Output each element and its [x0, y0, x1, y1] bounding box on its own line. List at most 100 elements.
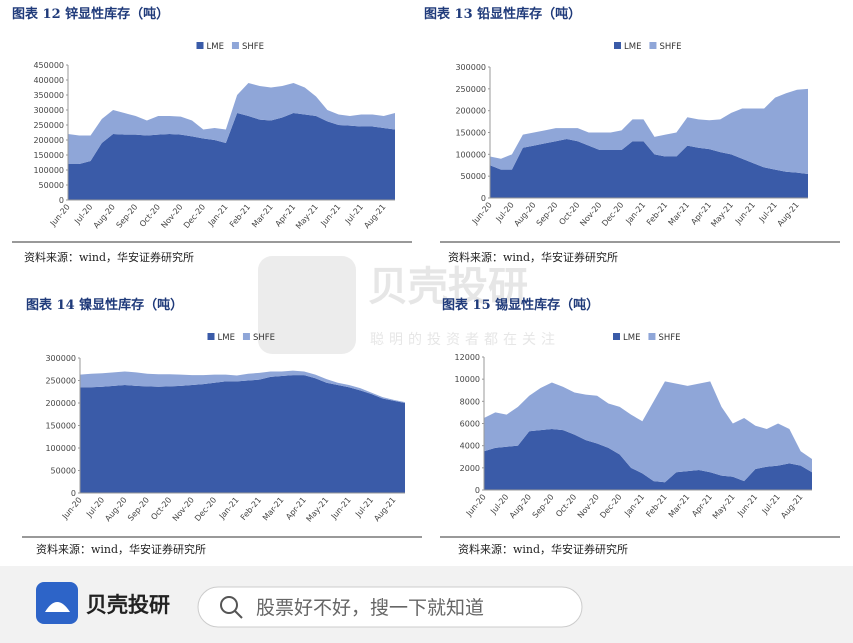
legend-swatch: [649, 42, 657, 49]
y-tick-label: 4000: [460, 442, 480, 451]
legend-label: SHFE: [242, 42, 264, 52]
search-icon: [220, 596, 238, 614]
x-tick-label: Feb-21: [228, 202, 252, 229]
y-tick-label: 250000: [455, 85, 486, 94]
x-tick-label: Dec-20: [182, 202, 207, 230]
y-tick-label: 400000: [33, 76, 64, 85]
legend-label: SHFE: [659, 42, 681, 52]
x-tick-label: Nov-20: [576, 492, 601, 520]
x-tick-label: Jun-21: [318, 202, 342, 228]
x-tick-label: Oct-20: [149, 495, 173, 521]
x-tick-label: Feb-21: [644, 492, 668, 519]
x-tick-label: Feb-21: [239, 495, 263, 522]
x-tick-label: Sep-20: [535, 200, 560, 227]
y-tick-label: 200000: [45, 399, 76, 408]
x-tick-label: May-21: [709, 200, 735, 228]
watermark: 贝壳投研 聪明的投资者都在关注: [258, 256, 560, 354]
y-tick-label: 50000: [461, 172, 486, 181]
x-tick-label: Aug-21: [779, 492, 804, 520]
legend-label: LME: [207, 42, 224, 52]
y-tick-label: 200000: [455, 107, 486, 116]
y-tick-label: 50000: [51, 467, 76, 476]
area: [80, 375, 405, 493]
y-tick-label: 12000: [455, 353, 480, 362]
y-tick-label: 200000: [33, 136, 64, 145]
watermark-slogan: 聪明的投资者都在关注: [370, 332, 560, 348]
source: 资料来源：wind，华安证券研究所: [36, 542, 206, 556]
x-tick-label: Jun-21: [329, 495, 353, 521]
x-tick-label: Feb-21: [645, 200, 669, 227]
x-tick-label: Sep-20: [114, 202, 139, 229]
x-tick-label: Sep-20: [531, 492, 556, 519]
y-tick-label: 250000: [33, 121, 64, 130]
x-tick-label: Jul-20: [488, 492, 510, 516]
x-tick-label: Jan-21: [217, 495, 241, 521]
logo-shape: [45, 602, 70, 612]
x-tick-label: Jun-21: [735, 492, 759, 518]
area: [484, 381, 812, 483]
legend-label: LME: [218, 333, 235, 343]
legend-swatch: [648, 333, 656, 340]
search-box[interactable]: [197, 586, 583, 628]
area: [490, 88, 808, 174]
x-tick-label: May-21: [305, 495, 331, 523]
y-tick-label: 150000: [33, 151, 64, 160]
source: 资料来源：wind，华安证券研究所: [24, 250, 194, 264]
x-tick-label: Oct-20: [554, 492, 578, 518]
legend-swatch: [242, 333, 250, 340]
x-tick-label: Jul-21: [343, 202, 365, 226]
legend-label: SHFE: [658, 333, 680, 343]
x-tick-label: Jul-20: [84, 495, 106, 519]
x-tick-label: May-21: [711, 492, 737, 520]
search-placeholder: 股票好不好，搜一下就知道: [256, 597, 484, 619]
y-tick-label: 10000: [455, 375, 480, 384]
x-tick-label: Jan-21: [622, 492, 646, 518]
x-tick-label: Mar-21: [667, 200, 692, 227]
legend-label: LME: [623, 333, 640, 343]
y-tick-label: 2000: [460, 464, 480, 473]
x-tick-label: Mar-21: [250, 202, 275, 229]
search-icon: [234, 610, 243, 619]
x-tick-label: Mar-21: [667, 492, 692, 519]
chart-title: 图表 13 铅显性库存（吨）: [424, 6, 581, 22]
y-tick-label: 100000: [455, 150, 486, 159]
legend-label: SHFE: [253, 333, 275, 343]
y-tick-label: 0: [59, 196, 64, 205]
y-tick-label: 300000: [455, 63, 486, 72]
legend-swatch: [613, 333, 620, 340]
source: 资料来源：wind，华安证券研究所: [458, 542, 628, 556]
y-tick-label: 350000: [33, 91, 64, 100]
y-tick-label: 6000: [460, 420, 480, 429]
y-tick-label: 8000: [460, 397, 480, 406]
y-tick-label: 50000: [39, 181, 64, 190]
chart-title: 图表 12 锌显性库存（吨）: [12, 6, 169, 22]
x-tick-label: Nov-20: [578, 200, 603, 228]
x-tick-label: Jul-21: [760, 492, 782, 516]
x-tick-label: Dec-20: [193, 495, 218, 523]
y-tick-label: 250000: [45, 377, 76, 386]
y-tick-label: 0: [481, 194, 486, 203]
x-tick-label: Jul-21: [353, 495, 375, 519]
legend-swatch: [614, 42, 621, 49]
y-tick-label: 450000: [33, 61, 64, 70]
area: [80, 370, 405, 403]
x-tick-label: Aug-21: [362, 202, 387, 230]
legend-swatch: [196, 42, 204, 49]
legend-swatch: [231, 42, 239, 49]
x-tick-label: Aug-20: [512, 200, 537, 228]
x-tick-label: Jun-20: [60, 495, 84, 521]
x-tick-label: Nov-20: [159, 202, 184, 230]
x-tick-label: Jan-21: [623, 200, 647, 226]
x-tick-label: Aug-21: [372, 495, 397, 523]
area: [68, 113, 395, 200]
legend-label: LME: [624, 42, 641, 52]
watermark-brand: 贝壳投研: [368, 264, 528, 310]
y-tick-label: 0: [475, 486, 480, 495]
x-tick-label: Jun-20: [464, 492, 488, 518]
x-tick-label: Jun-20: [48, 202, 72, 228]
y-tick-label: 0: [71, 489, 76, 498]
y-tick-label: 300000: [33, 106, 64, 115]
area: [484, 429, 812, 490]
x-tick-label: Aug-20: [92, 202, 117, 230]
